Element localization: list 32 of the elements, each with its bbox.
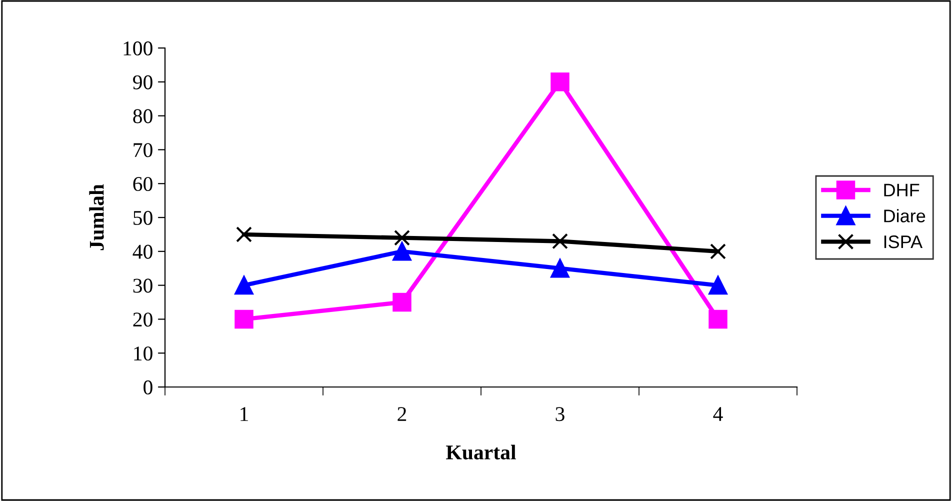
point: [394, 230, 410, 246]
point: [234, 276, 254, 295]
point: [550, 72, 570, 92]
y-axis-title: Jumlah: [89, 184, 104, 250]
y-tick-label: 30: [133, 278, 152, 293]
point: [550, 258, 570, 278]
y-tick-label: 50: [134, 210, 152, 225]
x-tick-label: 2: [398, 407, 406, 421]
point: [392, 242, 412, 261]
y-tick-label: 20: [133, 312, 152, 327]
y-tick-label: 0: [144, 380, 152, 394]
point: [710, 243, 726, 260]
x-tick-label: 4: [713, 407, 723, 421]
legend-label: DHF: [884, 184, 920, 196]
x-axis-title: Kuartal: [446, 444, 516, 460]
y-tick-label: 100: [124, 41, 152, 56]
y-tick-label: 10: [134, 346, 152, 361]
x-tick-label: 3: [556, 407, 564, 422]
point: [708, 310, 728, 329]
y-tick-label: 80: [133, 109, 152, 124]
x-tick-label: 1: [240, 407, 248, 421]
legend-label: Diare: [884, 209, 926, 222]
y-tick-label: 40: [132, 244, 152, 259]
y-tick-label: 90: [133, 75, 152, 90]
legend-label: ISPA: [884, 235, 923, 248]
y-tick-label: 60: [133, 176, 152, 192]
point: [708, 276, 728, 295]
point: [392, 292, 412, 312]
point: [236, 226, 252, 242]
y-tick-label: 70: [134, 143, 152, 158]
point: [552, 233, 568, 250]
point: [234, 310, 254, 329]
